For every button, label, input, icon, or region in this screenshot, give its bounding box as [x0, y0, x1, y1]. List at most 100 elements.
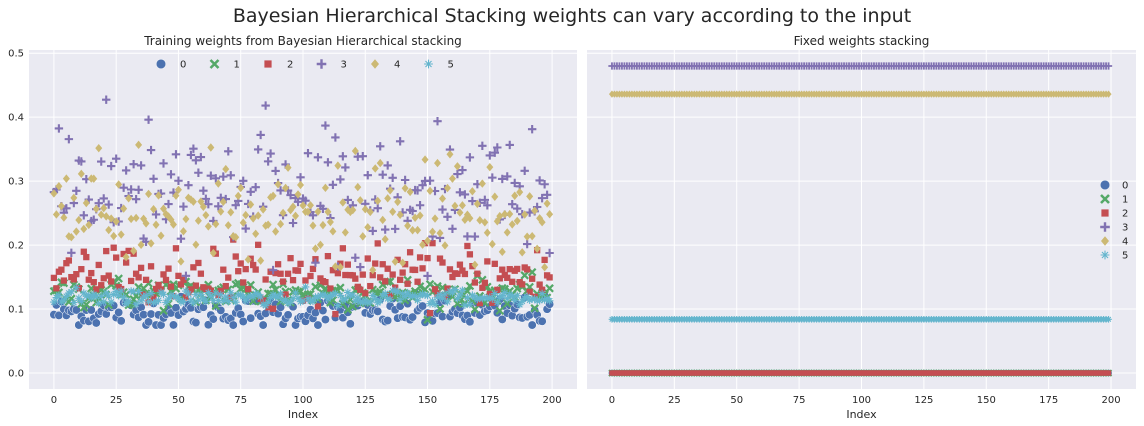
data-point [194, 168, 203, 177]
data-point [166, 170, 176, 179]
data-point [268, 265, 278, 275]
data-point [246, 291, 255, 300]
data-point [239, 176, 248, 186]
legend-item: 0 [155, 58, 186, 71]
data-point [461, 301, 469, 310]
data-point [536, 214, 544, 223]
data-point [186, 150, 196, 160]
data-point [519, 281, 526, 288]
data-point [377, 274, 384, 281]
legend-marker [209, 59, 220, 69]
data-point [293, 197, 303, 207]
legend-label: 4 [1122, 237, 1128, 248]
data-point [92, 204, 100, 214]
data-point [456, 291, 464, 299]
data-point [431, 286, 439, 293]
data-point [180, 276, 187, 283]
series-4 [608, 90, 1112, 98]
y-tick-label: 0.5 [8, 49, 24, 60]
subplot-title: Training weights from Bayesian Hierarchi… [143, 34, 462, 48]
data-point [189, 197, 197, 206]
data-point [227, 208, 235, 217]
data-point [251, 289, 260, 298]
data-point [515, 300, 524, 309]
data-point [331, 289, 340, 298]
data-point [389, 271, 396, 278]
data-point [438, 294, 447, 303]
data-point [184, 181, 193, 190]
data-point [251, 182, 260, 192]
data-point [418, 180, 427, 190]
data-point [343, 305, 353, 315]
data-point [513, 216, 521, 226]
data-point [219, 297, 228, 305]
x-tick-label: 25 [110, 395, 123, 406]
legend-item: 5 [1100, 250, 1128, 262]
data-point [212, 219, 220, 229]
data-point [139, 292, 148, 301]
data-point [77, 169, 85, 179]
data-point [351, 253, 360, 262]
data-point [256, 293, 265, 301]
data-point [211, 174, 221, 183]
data-point [366, 207, 374, 217]
data-point [401, 292, 409, 301]
data-point [349, 272, 356, 279]
data-point [343, 288, 352, 297]
data-point [396, 295, 404, 304]
data-point [267, 193, 275, 202]
data-point [94, 199, 103, 208]
data-point [338, 152, 348, 161]
data-point [322, 279, 329, 286]
data-point [274, 293, 282, 302]
data-point [460, 190, 470, 199]
data-point [466, 300, 474, 309]
data-point [253, 145, 263, 154]
data-point [418, 290, 427, 298]
data-point [92, 292, 101, 301]
data-point [478, 179, 486, 188]
data-point [249, 292, 258, 301]
data-point [546, 274, 553, 281]
legend-marker [1100, 250, 1110, 260]
data-point [471, 279, 479, 286]
x-axis-label: Index [846, 408, 877, 421]
data-point [95, 143, 103, 153]
data-point [202, 297, 210, 306]
data-point [87, 294, 96, 302]
data-point [229, 293, 238, 302]
data-point [301, 283, 310, 291]
data-point [104, 292, 113, 300]
data-point [258, 320, 268, 330]
data-point [1104, 62, 1113, 70]
data-point [423, 291, 432, 300]
data-point [175, 272, 182, 280]
data-point [339, 245, 347, 252]
data-point [415, 201, 425, 210]
data-point [296, 297, 305, 306]
data-point [179, 202, 188, 211]
data-point [411, 266, 419, 274]
data-point [165, 265, 172, 272]
data-point [531, 206, 539, 215]
data-point [354, 182, 362, 192]
data-point [73, 271, 80, 278]
data-point [109, 290, 118, 299]
data-point [455, 188, 465, 197]
data-point [456, 208, 464, 217]
data-point [283, 310, 293, 320]
data-point [107, 214, 115, 223]
data-point [458, 165, 467, 175]
data-point [264, 298, 272, 307]
data-point [202, 210, 210, 220]
data-point [149, 174, 158, 184]
data-point [319, 290, 327, 299]
data-point [54, 124, 64, 133]
data-point [395, 137, 405, 146]
data-point [282, 291, 289, 298]
data-point [499, 266, 506, 273]
data-point [526, 288, 533, 296]
data-point [336, 291, 345, 300]
legend-label: 1 [234, 60, 240, 71]
